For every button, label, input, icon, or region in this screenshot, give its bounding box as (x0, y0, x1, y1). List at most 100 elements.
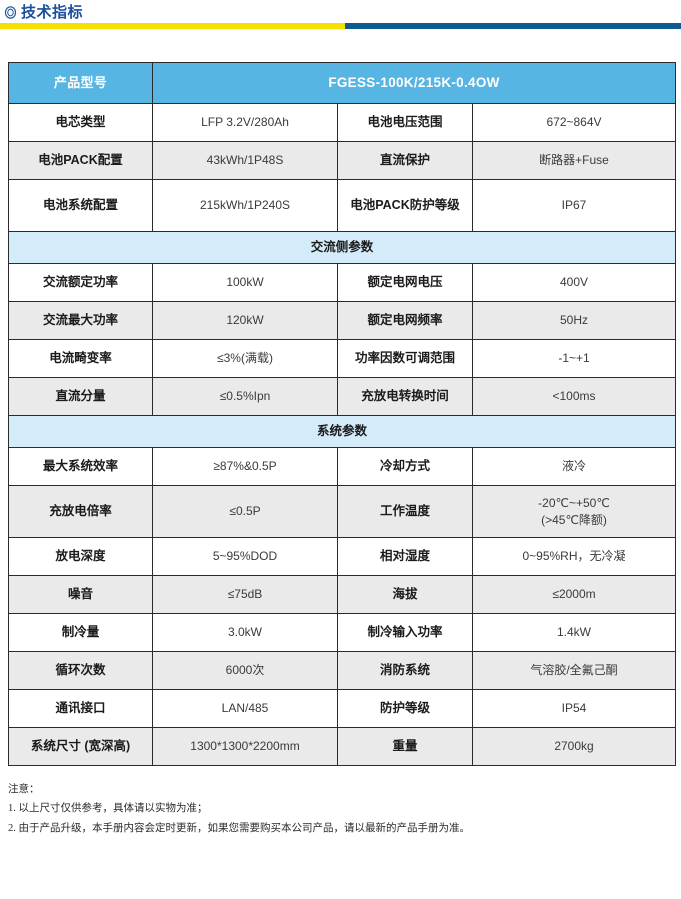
value-cell-1: 215kWh/1P240S (152, 179, 338, 232)
value-cell-2: 2700kg (471, 727, 677, 766)
value-cell-2: 672~864V (471, 103, 677, 142)
value-2-line-1: IP54 (561, 701, 587, 716)
value-cell-1: ≤75dB (152, 575, 338, 614)
value-2-line-1: <100ms (552, 389, 596, 404)
label-cell-2: 电池电压范围 (337, 103, 473, 142)
label-cell-1: 交流额定功率 (8, 263, 153, 302)
spec-table: 产品型号 FGESS-100K/215K-0.4OW 电芯类型 LFP 3.2V/28… (7, 62, 677, 766)
table-row: 通讯接口 LAN/485 防护等级 IP54 (8, 689, 677, 728)
value-cell-2: ≤2000m (471, 575, 677, 614)
label-cell-1: 电池系统配置 (8, 179, 153, 232)
label-cell-1: 循环次数 (8, 651, 153, 690)
table-row: 循环次数 6000次 消防系统 气溶胶/全氟己酮 (8, 651, 677, 690)
value-cell-1: 5~95%DOD (152, 537, 338, 576)
label-cell-1: 充放电倍率 (8, 485, 153, 538)
value-2-line-1: 气溶胶/全氟己酮 (530, 663, 618, 678)
table-row: 系统尺寸 (宽深高) 1300*1300*2200mm 重量 2700kg (8, 727, 677, 766)
table-row: 电池PACK配置 43kWh/1P48S 直流保护 断路器+Fuse (8, 141, 677, 180)
table-row: 噪音 ≤75dB 海拔 ≤2000m (8, 575, 677, 614)
label-cell-2: 电池PACK防护等级 (337, 179, 473, 232)
label-cell-1: 电流畸变率 (8, 339, 153, 378)
spec-table-body: 产品型号 FGESS-100K/215K-0.4OW 电芯类型 LFP 3.2V/28… (7, 62, 677, 766)
table-row: 电池系统配置 215kWh/1P240S 电池PACK防护等级 IP67 (8, 179, 677, 232)
value-2-line-1: 1.4kW (557, 625, 592, 640)
divider-blue-segment (345, 23, 681, 29)
value-2-line-1: 液冷 (562, 459, 587, 474)
value-cell-1: ≤0.5P (152, 485, 338, 538)
ring-icon (4, 6, 17, 19)
label-cell-1: 制冷量 (8, 613, 153, 652)
value-cell-2: 1.4kW (471, 613, 677, 652)
label-cell-2: 消防系统 (337, 651, 473, 690)
section-band-row: 交流侧参数 (7, 231, 677, 264)
label-cell-2: 额定电网电压 (337, 263, 473, 302)
label-cell-2: 防护等级 (337, 689, 473, 728)
section-band-row: 系统参数 (7, 415, 677, 448)
table-row: 直流分量 ≤0.5%Ipn 充放电转换时间 <100ms (8, 377, 677, 416)
table-row: 放电深度 5~95%DOD 相对湿度 0~95%RH，无冷凝 (8, 537, 677, 576)
value-cell-2: -20℃~+50℃ (>45℃降额) (471, 485, 677, 538)
value-cell-2: 400V (471, 263, 677, 302)
value-2-line-1: 50Hz (560, 313, 589, 328)
table-row: 充放电倍率 ≤0.5P 工作温度 -20℃~+50℃ (>45℃降额) (8, 485, 677, 538)
section-band-label: 交流侧参数 (7, 231, 677, 264)
value-cell-1: ≤3%(满载) (152, 339, 338, 378)
label-cell-2: 制冷输入功率 (337, 613, 473, 652)
divider-yellow-segment (0, 23, 345, 29)
page-title-text: 技术指标 (21, 4, 84, 21)
label-cell-2: 直流保护 (337, 141, 473, 180)
value-cell-1: 3.0kW (152, 613, 338, 652)
label-cell-2: 工作温度 (337, 485, 473, 538)
header-model-cell: FGESS-100K/215K-0.4OW (151, 62, 677, 104)
label-cell-2: 充放电转换时间 (337, 377, 473, 416)
value-cell-1: 1300*1300*2200mm (152, 727, 338, 766)
value-cell-1: ≥87%&0.5P (152, 447, 338, 486)
value-cell-1: LAN/485 (152, 689, 338, 728)
label-cell-1: 通讯接口 (8, 689, 153, 728)
label-cell-1: 直流分量 (8, 377, 153, 416)
table-header-row: 产品型号 FGESS-100K/215K-0.4OW (8, 62, 677, 104)
value-2-line-1: ≤2000m (552, 587, 596, 602)
note-item: 1. 以上尺寸仅供参考，具体请以实物为准； (8, 803, 208, 815)
page-title: 技术指标 (0, 0, 681, 22)
value-cell-2: 断路器+Fuse (471, 141, 677, 180)
value-cell-2: -1~+1 (471, 339, 677, 378)
title-divider (0, 23, 681, 29)
value-2-line-1: IP67 (561, 198, 587, 213)
table-row: 电流畸变率 ≤3%(满载) 功率因数可调范围 -1~+1 (8, 339, 677, 378)
value-cell-1: 43kWh/1P48S (152, 141, 338, 180)
value-cell-1: ≤0.5%Ipn (152, 377, 338, 416)
table-row: 交流最大功率 120kW 额定电网频率 50Hz (8, 301, 677, 340)
spec-table-container: 产品型号 FGESS-100K/215K-0.4OW 电芯类型 LFP 3.2V/28… (7, 62, 677, 766)
label-cell-1: 电芯类型 (8, 103, 153, 142)
label-cell-2: 海拔 (337, 575, 473, 614)
label-cell-2: 额定电网频率 (337, 301, 473, 340)
value-cell-2: 0~95%RH，无冷凝 (471, 537, 677, 576)
value-2-line-1: 断路器+Fuse (539, 153, 609, 168)
value-cell-1: LFP 3.2V/280Ah (152, 103, 338, 142)
value-2-line-2: (>45℃降额) (541, 512, 607, 527)
header-label-cell: 产品型号 (8, 62, 153, 104)
value-cell-2: <100ms (471, 377, 677, 416)
value-cell-2: 液冷 (471, 447, 677, 486)
label-cell-1: 最大系统效率 (8, 447, 153, 486)
value-cell-1: 120kW (152, 301, 338, 340)
value-cell-2: IP67 (471, 179, 677, 232)
label-cell-1: 电池PACK配置 (8, 141, 153, 180)
note-item: 2. 由于产品升级，本手册内容会定时更新，如果您需要购买本公司产品，请以最新的产… (8, 822, 470, 834)
label-cell-1: 噪音 (8, 575, 153, 614)
value-2-line-1: 672~864V (546, 115, 602, 130)
label-cell-2: 冷却方式 (337, 447, 473, 486)
value-cell-2: 气溶胶/全氟己酮 (471, 651, 677, 690)
label-cell-2: 重量 (337, 727, 473, 766)
value-cell-2: IP54 (471, 689, 677, 728)
notes-block: 注意： 1. 以上尺寸仅供参考，具体请以实物为准； 2. 由于产品升级，本手册内… (8, 780, 681, 838)
label-cell-1: 交流最大功率 (8, 301, 153, 340)
label-cell-2: 功率因数可调范围 (337, 339, 473, 378)
section-band-label: 系统参数 (7, 415, 677, 448)
value-2-line-1: -1~+1 (558, 351, 590, 366)
value-2-line-1: 400V (559, 275, 589, 290)
label-cell-1: 放电深度 (8, 537, 153, 576)
value-cell-2: 50Hz (471, 301, 677, 340)
